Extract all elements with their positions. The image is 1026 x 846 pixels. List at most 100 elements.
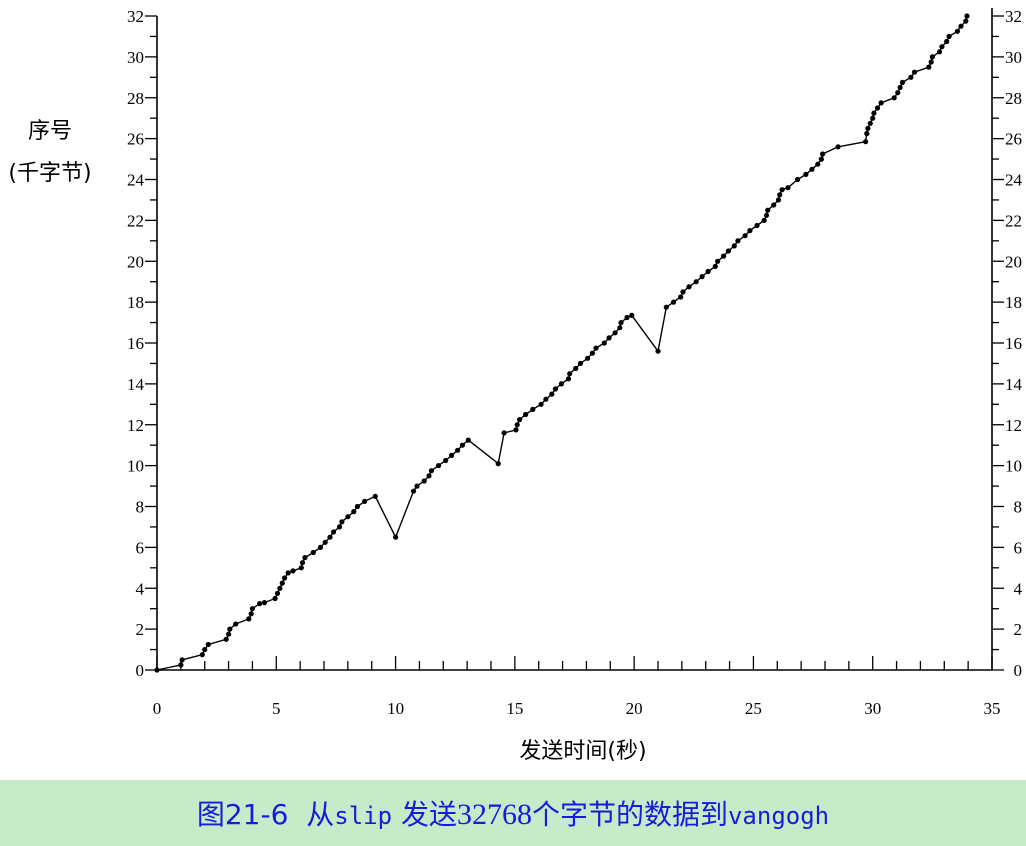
data-point: [775, 197, 782, 203]
y-left-tick-label: 6: [136, 538, 145, 557]
data-point: [629, 312, 635, 318]
ticks: [145, 15, 1004, 671]
data-point: [763, 212, 770, 218]
data-point: [771, 202, 777, 208]
data-point: [339, 519, 345, 525]
y-right-tick-label: 18: [1005, 293, 1022, 312]
x-tick-label: 35: [984, 699, 1001, 718]
data-point: [435, 463, 442, 469]
y-right-tick-label: 2: [1014, 620, 1023, 639]
data-point: [285, 570, 291, 576]
data-point: [958, 23, 964, 29]
data-point: [261, 600, 267, 606]
data-point: [282, 575, 288, 581]
data-point: [393, 534, 399, 540]
data-point: [589, 350, 596, 356]
data-point: [954, 28, 961, 34]
data-point: [686, 284, 692, 290]
data-point: [617, 325, 623, 331]
data-point: [867, 120, 873, 126]
data-point: [298, 565, 304, 571]
series-line: [156, 15, 968, 671]
data-point: [670, 299, 677, 305]
data-point: [233, 621, 239, 627]
y-left-tick-label: 18: [127, 293, 144, 312]
data-point: [585, 355, 591, 361]
data-point: [964, 13, 970, 19]
data-point: [765, 207, 771, 213]
x-tick-label: 10: [387, 699, 404, 718]
data-point: [747, 228, 753, 234]
data-point: [414, 483, 420, 489]
data-point: [317, 544, 323, 551]
y-left-tick-label: 22: [127, 211, 144, 230]
data-point: [449, 452, 455, 458]
y-right-tick-label: 22: [1005, 211, 1022, 230]
data-point: [154, 667, 160, 673]
data-point: [426, 473, 432, 479]
caption-host-to: vangogh: [727, 802, 830, 830]
x-tick-label: 15: [506, 699, 523, 718]
data-point: [863, 139, 869, 145]
data-point: [928, 59, 934, 65]
figure-caption: 图21-6 从slip 发送32768个字节的数据到vangogh: [197, 793, 829, 833]
y-left-tick-label: 8: [136, 498, 145, 517]
data-point: [878, 100, 884, 106]
figure-number: 图21-6: [196, 798, 289, 831]
data-point: [410, 488, 417, 494]
data-point: [606, 335, 612, 341]
data-point: [279, 580, 285, 586]
axes: [156, 8, 993, 671]
y-left-tick-label: 20: [127, 252, 144, 271]
data-point: [871, 110, 877, 116]
data-point: [735, 238, 741, 244]
y-right-tick-label: 4: [1014, 579, 1023, 598]
data-point: [501, 430, 507, 436]
data-point: [330, 529, 337, 535]
y-right-tick-label: 16: [1005, 334, 1022, 353]
y-left-tick-label: 10: [127, 457, 144, 476]
data-point: [552, 386, 559, 392]
data-point: [227, 626, 233, 632]
data-point: [573, 365, 579, 372]
data-point: [205, 641, 211, 648]
data-point: [246, 616, 252, 622]
y-left-tick-label: 0: [136, 661, 145, 680]
data-point: [712, 263, 718, 269]
data-point: [514, 422, 520, 428]
data-point: [327, 534, 333, 540]
y-right-tick-label: 20: [1005, 252, 1022, 271]
data-point: [777, 192, 783, 198]
x-tick-label: 0: [153, 699, 162, 718]
x-tick-label: 25: [745, 699, 762, 718]
data-point: [601, 340, 607, 346]
data-point: [663, 304, 669, 310]
data-point: [678, 294, 684, 300]
data-point: [754, 222, 760, 229]
data-point: [929, 54, 936, 60]
y-left-tick-label: 14: [127, 375, 145, 394]
data-point: [558, 381, 565, 387]
y-left-tick-label: 28: [127, 89, 144, 108]
data-point: [803, 171, 809, 177]
y-left-tick-label: 26: [127, 130, 144, 149]
data-point: [202, 647, 208, 653]
data-point: [354, 503, 360, 510]
data-point: [891, 95, 897, 101]
y-right-tick-label: 26: [1005, 130, 1022, 149]
data-point: [226, 631, 232, 637]
data-point: [809, 166, 815, 172]
data-point: [199, 652, 205, 658]
data-point: [680, 289, 686, 295]
data-point: [865, 125, 871, 131]
data-point: [362, 498, 368, 504]
y-axis-label-line-1: 序号: [28, 119, 72, 144]
data-point: [944, 38, 950, 45]
data-point: [742, 233, 748, 239]
data-point: [731, 243, 737, 249]
y-right-tick-label: 28: [1005, 89, 1022, 108]
data-point: [939, 44, 945, 50]
data-point: [322, 539, 328, 545]
y-right-tick-label: 10: [1005, 457, 1022, 476]
y-left-tick-label: 4: [136, 579, 145, 598]
